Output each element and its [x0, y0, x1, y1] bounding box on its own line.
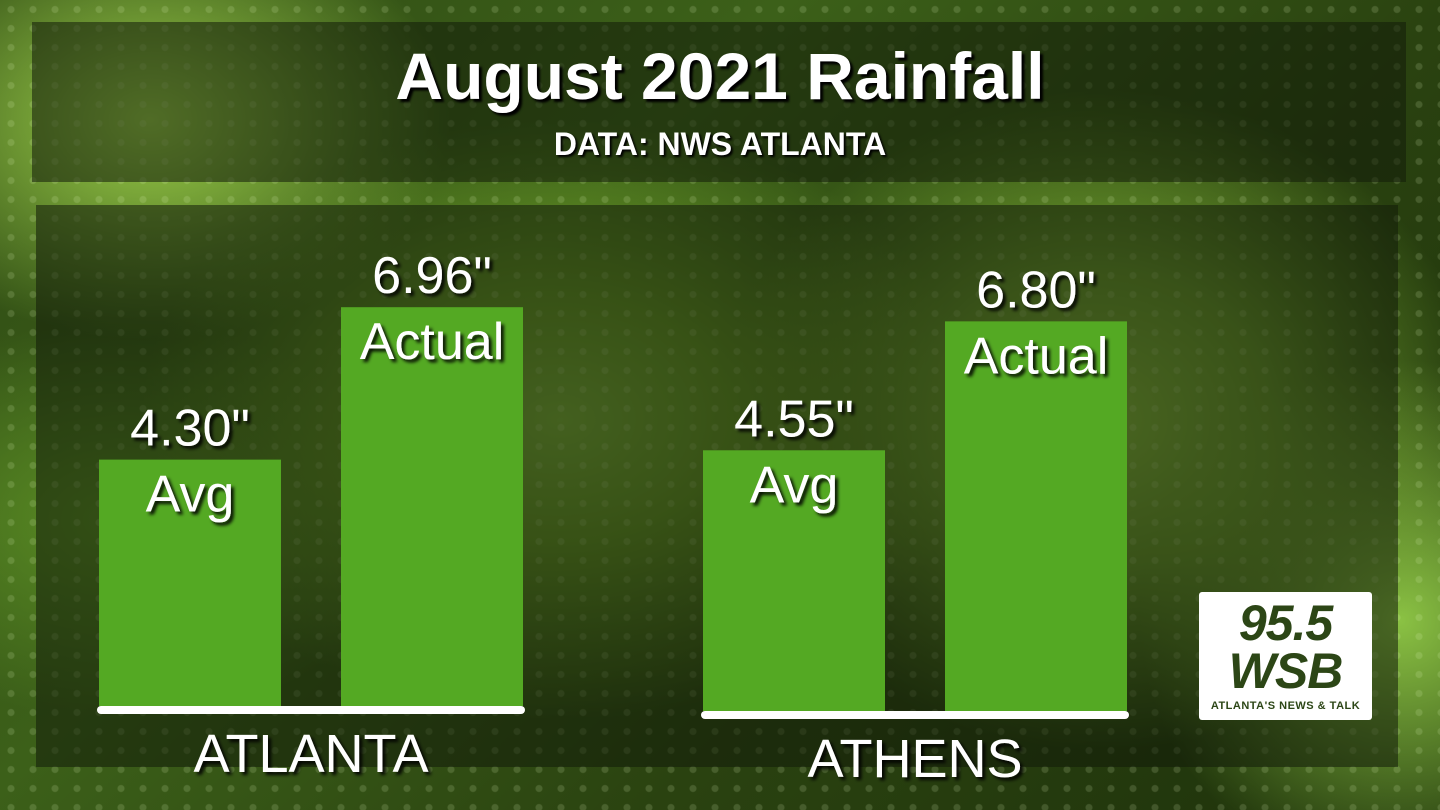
bar-atlanta-avg	[99, 459, 281, 706]
value-label-athens-actual: 6.80"	[976, 261, 1096, 319]
baseline-atlanta	[97, 706, 525, 714]
logo-frequency: 95.5	[1238, 595, 1333, 651]
series-label-atlanta-avg: Avg	[146, 466, 235, 524]
category-label-athens: ATHENS	[807, 729, 1022, 789]
value-label-athens-avg: 4.55"	[734, 390, 854, 448]
bar-athens-actual	[945, 321, 1127, 711]
chart-title: August 2021 Rainfall	[395, 39, 1045, 113]
series-label-athens-actual: Actual	[964, 327, 1109, 385]
series-label-athens-avg: Avg	[750, 456, 839, 514]
series-label-atlanta-actual: Actual	[360, 313, 505, 371]
logo-call-sign: WSB	[1228, 643, 1344, 699]
value-label-atlanta-actual: 6.96"	[372, 247, 492, 305]
bar-atlanta-actual	[341, 307, 523, 706]
bar-athens-avg	[703, 450, 885, 711]
wsb-logo: 95.5 WSB ATLANTA'S NEWS & TALK	[1199, 592, 1372, 720]
baseline-athens	[701, 711, 1129, 719]
chart-subtitle: DATA: NWS ATLANTA	[553, 126, 887, 162]
title-panel	[32, 22, 1406, 182]
category-label-atlanta: ATLANTA	[193, 724, 428, 784]
value-label-atlanta-avg: 4.30"	[130, 400, 250, 458]
logo-tagline: ATLANTA'S NEWS & TALK	[1210, 700, 1361, 712]
